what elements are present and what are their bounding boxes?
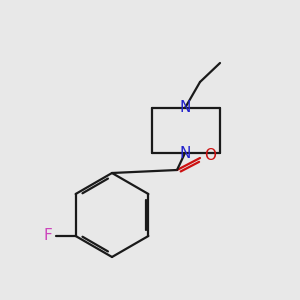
Text: O: O bbox=[204, 148, 216, 164]
Text: F: F bbox=[44, 229, 52, 244]
Text: N: N bbox=[179, 100, 191, 116]
Text: N: N bbox=[179, 146, 191, 160]
